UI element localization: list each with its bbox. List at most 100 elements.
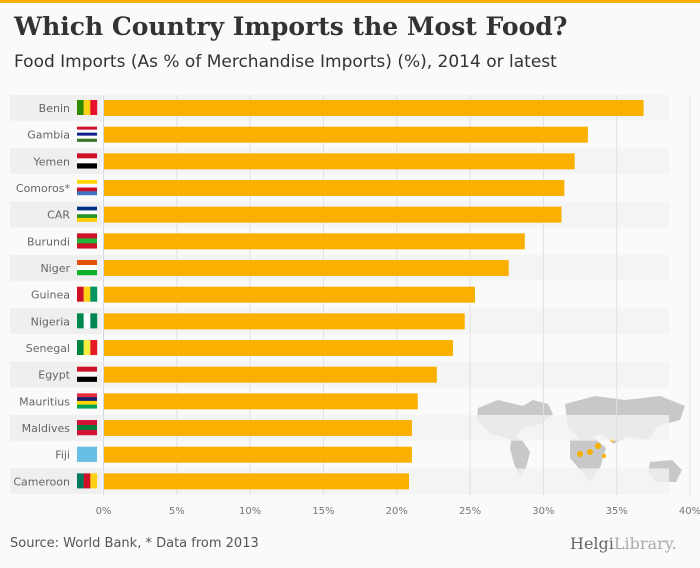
helgilibrary-logo[interactable]: HelgiLibrary.: [570, 534, 677, 553]
category-label: Niger: [40, 262, 70, 275]
x-tick-label: 5%: [169, 506, 185, 517]
flag-icon: [77, 393, 97, 409]
x-tick-label: 30%: [532, 506, 554, 517]
flag-stripe: [77, 430, 97, 436]
bar: [104, 233, 525, 250]
flag-icon: [77, 206, 97, 222]
flag-stripe: [90, 313, 98, 329]
flag-icon: [77, 340, 98, 356]
flag-stripe: [83, 286, 91, 302]
flag-stripe: [77, 371, 97, 377]
map-highlight: [587, 449, 593, 455]
flag-stripe: [77, 180, 97, 184]
flag-stripe: [77, 158, 97, 164]
logo-text-rest: Library.: [613, 534, 677, 553]
flag-icon: [77, 260, 97, 276]
flag-stripe: [77, 187, 97, 192]
category-label: Yemen: [33, 155, 71, 168]
flag-stripe: [77, 132, 97, 136]
flag-stripe: [77, 340, 84, 356]
map-highlight: [577, 451, 583, 457]
flag-stripe: [77, 210, 97, 215]
bar: [104, 100, 644, 116]
bar: [104, 313, 465, 330]
x-tick-label: 40%: [679, 506, 700, 517]
flag-stripe: [77, 446, 97, 455]
bar: [104, 393, 418, 410]
flag-stripe: [77, 393, 97, 398]
flag-stripe: [90, 100, 98, 115]
logo-text-main: Helgi: [570, 534, 614, 553]
flag-stripe: [77, 153, 97, 159]
flag-stripe: [77, 376, 97, 382]
bar: [104, 366, 437, 383]
flag-icon: [77, 126, 97, 142]
flag-stripe: [77, 183, 97, 188]
flag-icon: [77, 286, 98, 302]
x-tick-label: 15%: [312, 506, 334, 517]
flag-stripe: [77, 260, 97, 266]
flag-stripe: [77, 425, 97, 431]
flag-stripe: [77, 243, 97, 249]
map-highlight: [595, 443, 601, 449]
flag-stripe: [83, 100, 91, 115]
flag-stripe: [77, 217, 97, 222]
flag-icon: [77, 473, 98, 489]
chart-subtitle: Food Imports (As % of Merchandise Import…: [14, 52, 557, 72]
flag-stripe: [77, 191, 97, 196]
flag-stripe: [77, 100, 84, 115]
flag-stripe: [83, 313, 91, 329]
flag-icon: [77, 180, 97, 196]
x-tick-label: 25%: [459, 506, 481, 517]
top-accent-bar: [0, 0, 700, 3]
flag-stripe: [77, 163, 97, 169]
bar-chart: Benin Gambia Yemen Comoros* CAR Burundi Niger G…: [10, 95, 700, 517]
x-tick-label: 35%: [606, 506, 628, 517]
category-label: Cameroon: [13, 475, 70, 488]
flag-stripe: [77, 404, 97, 409]
category-label: Maldives: [22, 422, 71, 435]
x-tick-label: 10%: [239, 506, 261, 517]
flag-stripe: [90, 340, 98, 356]
flag-stripe: [83, 473, 91, 489]
flag-icon: [77, 420, 97, 436]
category-label: Egypt: [38, 369, 70, 382]
flag-stripe: [90, 286, 98, 302]
chart-title: Which Country Imports the Most Food?: [14, 12, 568, 41]
flag-icon: [77, 366, 97, 382]
bar: [104, 446, 412, 463]
category-label: Guinea: [31, 289, 70, 302]
category-label: Senegal: [26, 342, 70, 355]
flag-stripe: [77, 473, 84, 489]
category-label: Benin: [39, 102, 70, 115]
bar: [104, 286, 475, 303]
flag-icon: [77, 100, 98, 115]
flag-stripe: [77, 129, 97, 133]
flag-stripe: [77, 366, 97, 372]
flag-stripe: [77, 138, 97, 142]
x-tick-label: 0%: [96, 506, 112, 517]
flag-stripe: [90, 473, 98, 489]
category-label: Mauritius: [19, 395, 70, 408]
flag-stripe: [77, 420, 97, 426]
flag-stripe: [77, 313, 84, 329]
flag-stripe: [77, 270, 97, 276]
flag-stripe: [77, 214, 97, 219]
bar: [104, 180, 565, 197]
map-highlight: [602, 454, 606, 458]
bar: [104, 473, 409, 490]
flag-stripe: [77, 126, 97, 130]
flag-icon: [77, 313, 98, 329]
flag-stripe: [77, 286, 84, 302]
category-label: Comoros*: [16, 182, 71, 195]
flag-stripe: [83, 340, 91, 356]
source-note: Source: World Bank, * Data from 2013: [10, 536, 259, 551]
flag-stripe: [77, 233, 97, 239]
category-label: CAR: [47, 209, 70, 222]
flag-stripe: [77, 265, 97, 271]
bar: [104, 206, 562, 223]
x-tick-label: 20%: [386, 506, 408, 517]
bar: [104, 340, 453, 357]
bar: [104, 126, 588, 143]
flag-stripe: [77, 397, 97, 402]
